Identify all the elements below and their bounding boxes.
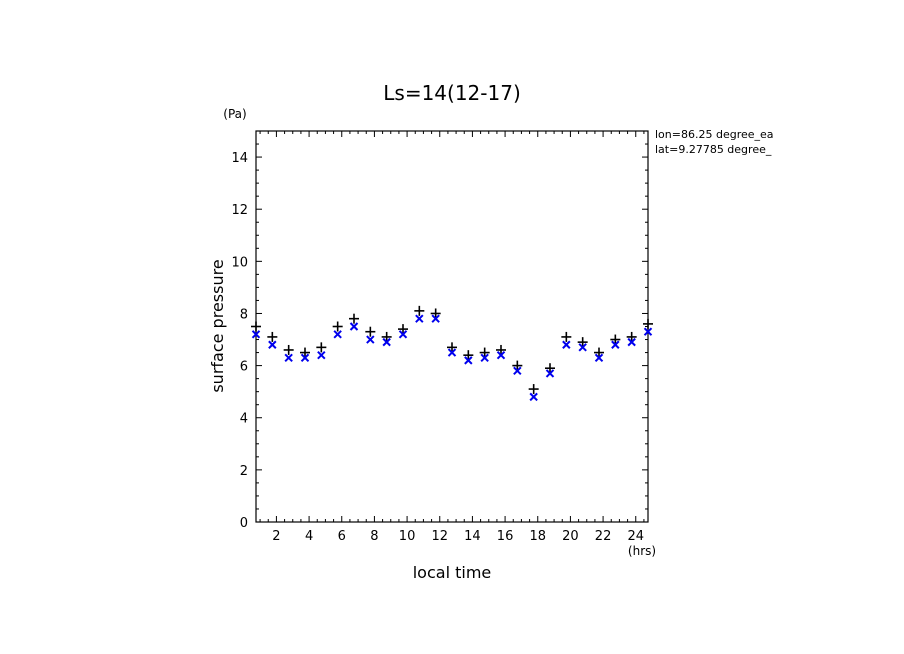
cross-marker <box>464 356 473 365</box>
plus-marker <box>463 350 474 361</box>
x-axis-unit: (hrs) <box>628 544 656 558</box>
x-tick-label: 8 <box>370 529 378 544</box>
cross-marker <box>578 343 587 352</box>
plot-frame <box>255 130 649 523</box>
x-tick-label: 24 <box>627 529 644 544</box>
plus-marker <box>316 342 327 353</box>
y-tick-label: 14 <box>231 151 248 166</box>
y-tick-label: 4 <box>240 412 248 427</box>
y-tick-label: 10 <box>231 255 248 270</box>
plus-marker <box>643 318 653 329</box>
plus-marker <box>447 342 457 353</box>
cross-marker <box>447 348 457 357</box>
x-tick-label: 14 <box>464 529 481 544</box>
plus-marker <box>577 337 588 348</box>
plus-marker <box>300 347 310 358</box>
cross-marker <box>317 350 326 360</box>
cross-marker <box>251 330 261 339</box>
y-tick-label: 6 <box>240 360 248 375</box>
cross-marker <box>268 340 277 349</box>
plus-marker <box>398 324 408 335</box>
cross-marker <box>333 330 342 339</box>
cross-marker <box>513 366 522 376</box>
y-tick-label: 0 <box>240 516 248 531</box>
cross-marker <box>366 335 375 344</box>
plus-marker <box>267 331 278 342</box>
plus-marker <box>512 360 523 371</box>
plus-marker <box>545 363 555 374</box>
x-tick-label: 12 <box>431 529 448 544</box>
cross-marker <box>398 330 408 339</box>
plus-marker <box>283 344 294 355</box>
cross-marker <box>529 392 538 402</box>
cross-marker <box>284 353 293 362</box>
chart-title: Ls=14(12-17) <box>383 81 521 105</box>
plus-marker <box>594 347 604 358</box>
cross-marker <box>643 327 653 336</box>
cross-marker <box>562 340 571 349</box>
data-marks <box>251 305 653 402</box>
x-axis-label: local time <box>413 563 492 582</box>
x-tick-label: 18 <box>529 529 546 544</box>
cross-marker <box>594 353 604 362</box>
x-tick-label: 6 <box>338 529 346 544</box>
cross-marker <box>349 322 359 331</box>
plus-marker <box>496 344 506 355</box>
y-axis-label: surface pressure <box>208 259 227 392</box>
cross-marker <box>300 353 310 362</box>
plus-marker <box>414 305 425 316</box>
x-tick-label: 16 <box>497 529 514 544</box>
x-tick-label: 4 <box>305 529 313 544</box>
plus-marker <box>332 321 343 332</box>
plus-marker <box>381 331 392 342</box>
annotation-lat: lat=9.27785 degree_ <box>655 143 772 156</box>
x-tick-label: 10 <box>399 529 416 544</box>
x-tick-label: 20 <box>562 529 579 544</box>
cross-marker <box>627 337 636 347</box>
plus-marker <box>610 334 621 345</box>
y-tick-label: 12 <box>231 203 248 218</box>
plus-marker <box>626 331 637 342</box>
cross-marker <box>431 314 440 323</box>
cross-marker <box>382 337 391 347</box>
plus-marker <box>251 321 261 332</box>
plus-marker <box>349 313 359 324</box>
x-tick-label: 2 <box>272 529 280 544</box>
cross-marker <box>611 340 620 349</box>
annotation-lon: lon=86.25 degree_ea <box>655 128 774 141</box>
x-tick-label: 22 <box>595 529 612 544</box>
plus-marker <box>479 347 490 358</box>
cross-marker <box>496 350 506 360</box>
cross-marker <box>480 353 489 362</box>
y-tick-label: 8 <box>240 307 248 322</box>
plus-marker <box>528 384 539 395</box>
plus-marker <box>365 326 376 337</box>
plus-marker <box>430 308 441 319</box>
cross-marker <box>415 314 424 323</box>
y-tick-label: 2 <box>240 464 248 479</box>
plus-marker <box>561 331 572 342</box>
y-axis-unit: (Pa) <box>223 107 246 121</box>
cross-marker <box>545 369 555 378</box>
